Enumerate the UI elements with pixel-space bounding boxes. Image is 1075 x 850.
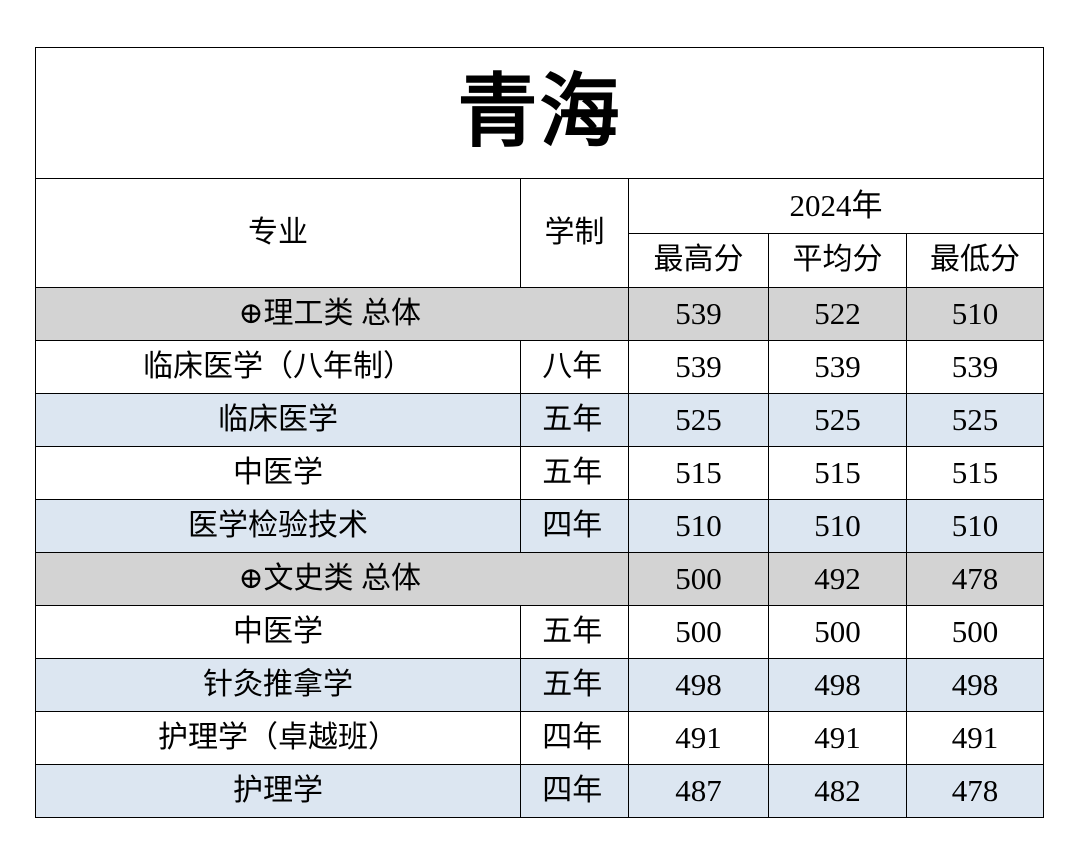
max-score-cell: 525 — [628, 393, 769, 447]
duration-cell: 五年 — [520, 446, 624, 500]
max-score-cell: 539 — [628, 340, 769, 394]
major-cell: 临床医学 — [35, 393, 521, 447]
header-row-top: 专业 学制 2024年 — [35, 178, 1044, 288]
avg-score-cell: 482 — [768, 764, 907, 818]
duration-cell: 八年 — [520, 340, 624, 394]
major-cell: 针灸推拿学 — [35, 658, 521, 712]
col-header-year: 2024年 — [628, 178, 1044, 234]
avg-score-cell: 491 — [768, 711, 907, 765]
table-row: 中医学 五年 500 500 500 — [35, 605, 1044, 659]
header-row-sub: 最高分 平均分 最低分 — [36, 233, 1044, 288]
col-header-max-score: 最高分 — [628, 233, 769, 288]
major-cell: 医学检验技术 — [35, 499, 521, 553]
max-score-cell: 515 — [628, 446, 769, 500]
max-score-cell: 491 — [628, 711, 769, 765]
duration-cell: 四年 — [520, 711, 624, 765]
table-row: 临床医学（八年制） 八年 539 539 539 — [35, 340, 1044, 394]
table-row: 医学检验技术 四年 510 510 510 — [35, 499, 1044, 553]
admission-scores-table: 青海 专业 学制 2024年 最高分 平均分 最低分 ⊕理工类 总体 539 5… — [35, 47, 1044, 818]
avg-score-cell: 500 — [768, 605, 907, 659]
category-row-science: ⊕理工类 总体 539 522 510 — [35, 287, 1044, 341]
category-row-liberal-arts: ⊕文史类 总体 500 492 478 — [35, 552, 1044, 606]
major-cell: 中医学 — [35, 605, 521, 659]
duration-cell: 四年 — [520, 764, 624, 818]
min-score-cell: 510 — [906, 287, 1044, 341]
avg-score-cell: 539 — [768, 340, 907, 394]
col-header-duration: 学制 — [520, 178, 629, 288]
col-header-avg-score: 平均分 — [768, 233, 907, 288]
min-score-cell: 478 — [906, 552, 1044, 606]
category-label: ⊕文史类 总体 — [35, 552, 624, 606]
col-header-major: 专业 — [35, 178, 521, 288]
table-row: 护理学 四年 487 482 478 — [35, 764, 1044, 818]
min-score-cell: 478 — [906, 764, 1044, 818]
duration-cell: 五年 — [520, 393, 624, 447]
max-score-cell: 510 — [628, 499, 769, 553]
max-score-cell: 539 — [628, 287, 769, 341]
title-row: 青海 — [35, 47, 1044, 179]
table-row: 护理学（卓越班） 四年 491 491 491 — [35, 711, 1044, 765]
page-title: 青海 — [35, 47, 1044, 179]
min-score-cell: 500 — [906, 605, 1044, 659]
major-cell: 中医学 — [35, 446, 521, 500]
major-cell: 护理学 — [35, 764, 521, 818]
category-label: ⊕理工类 总体 — [35, 287, 624, 341]
score-table-container: 青海 专业 学制 2024年 最高分 平均分 最低分 ⊕理工类 总体 539 5… — [35, 47, 1044, 818]
duration-cell: 四年 — [520, 499, 624, 553]
min-score-cell: 525 — [906, 393, 1044, 447]
avg-score-cell: 510 — [768, 499, 907, 553]
min-score-cell: 498 — [906, 658, 1044, 712]
table-row: 临床医学 五年 525 525 525 — [35, 393, 1044, 447]
table-row: 中医学 五年 515 515 515 — [35, 446, 1044, 500]
max-score-cell: 487 — [628, 764, 769, 818]
avg-score-cell: 522 — [768, 287, 907, 341]
max-score-cell: 500 — [628, 605, 769, 659]
avg-score-cell: 525 — [768, 393, 907, 447]
min-score-cell: 515 — [906, 446, 1044, 500]
major-cell: 护理学（卓越班） — [35, 711, 521, 765]
min-score-cell: 510 — [906, 499, 1044, 553]
avg-score-cell: 515 — [768, 446, 907, 500]
avg-score-cell: 498 — [768, 658, 907, 712]
max-score-cell: 498 — [628, 658, 769, 712]
avg-score-cell: 492 — [768, 552, 907, 606]
max-score-cell: 500 — [628, 552, 769, 606]
min-score-cell: 539 — [906, 340, 1044, 394]
min-score-cell: 491 — [906, 711, 1044, 765]
table-row: 针灸推拿学 五年 498 498 498 — [35, 658, 1044, 712]
col-header-min-score: 最低分 — [906, 233, 1044, 288]
major-cell: 临床医学（八年制） — [35, 340, 521, 394]
duration-cell: 五年 — [520, 605, 624, 659]
duration-cell: 五年 — [520, 658, 624, 712]
